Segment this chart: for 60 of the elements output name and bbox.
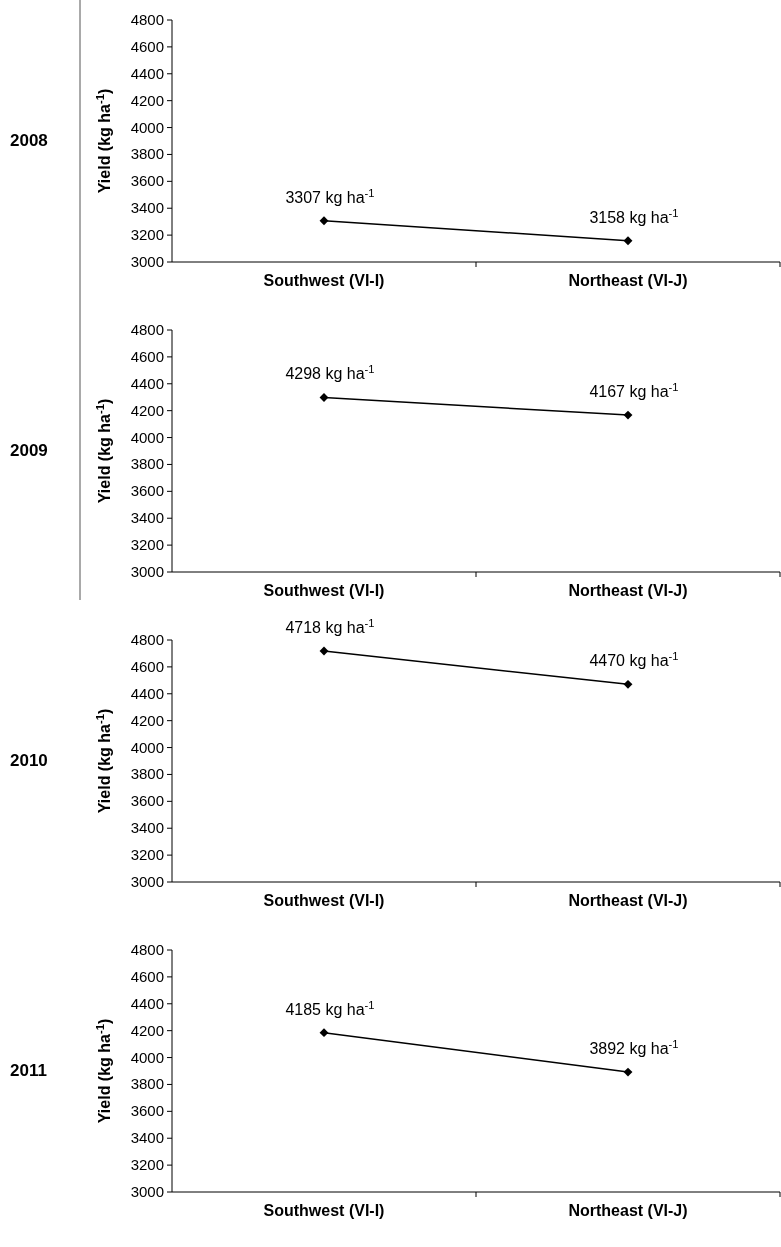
y-tick-label: 3400 — [130, 199, 164, 217]
y-tick-label: 4200 — [130, 711, 164, 729]
y-tick-label: 4600 — [130, 657, 164, 675]
y-tick-label: 4800 — [130, 321, 164, 338]
data-label: 4718 kg ha$^{-1}$ — [285, 617, 375, 637]
y-tick-label: 4200 — [130, 91, 164, 109]
y-tick-label: 4000 — [130, 118, 164, 136]
y-tick-label: 4600 — [130, 37, 164, 55]
y-tick-label: 3600 — [130, 172, 164, 190]
text: 2008 — [10, 131, 48, 150]
text: 2009 — [10, 441, 48, 460]
y-tick-label: 3600 — [130, 482, 164, 500]
y-tick-label: 4400 — [130, 64, 164, 82]
data-label: 4185 kg ha$^{-1}$ — [285, 998, 375, 1018]
x-tick-label: Southwest (VI-I) — [263, 582, 385, 599]
data-label: 3307 kg ha$^{-1}$ — [285, 186, 375, 206]
text: 2011 — [10, 1061, 47, 1080]
data-label: 4470 kg ha$^{-1}$ — [589, 650, 679, 670]
y-tick-label: 4800 — [130, 941, 164, 958]
y-tick-label: 4800 — [130, 631, 164, 648]
y-tick-label: 3800 — [130, 765, 164, 783]
y-tick-label: 4200 — [130, 1021, 164, 1039]
data-label: 4298 kg ha$^{-1}$ — [285, 363, 375, 383]
y-tick-label: 3800 — [130, 455, 164, 473]
y-tick-label: 3400 — [130, 509, 164, 527]
y-tick-label: 3000 — [130, 873, 164, 890]
y-tick-label: 4600 — [130, 347, 164, 365]
x-tick-label: Northeast (VI-J) — [568, 272, 688, 289]
y-tick-label: 4000 — [130, 1048, 164, 1066]
x-tick-label: Southwest (VI-I) — [263, 892, 385, 909]
y-tick-label: 4800 — [130, 11, 164, 28]
x-tick-label: Southwest (VI-I) — [263, 1202, 385, 1219]
x-tick-label: Northeast (VI-J) — [568, 582, 688, 599]
data-label: 3158 kg ha$^{-1}$ — [589, 206, 679, 226]
y-tick-label: 3400 — [130, 819, 164, 837]
y-tick-label: 3200 — [130, 226, 164, 244]
y-tick-label: 4400 — [130, 374, 164, 392]
x-tick-label: Southwest (VI-I) — [263, 272, 385, 289]
data-label: 4167 kg ha$^{-1}$ — [589, 381, 679, 401]
y-tick-label: 4600 — [130, 967, 164, 985]
x-tick-label: Northeast (VI-J) — [568, 1202, 688, 1219]
y-tick-label: 3000 — [130, 563, 164, 580]
y-tick-label: 3400 — [130, 1129, 164, 1147]
y-tick-label: 3000 — [130, 253, 164, 270]
text: 2010 — [10, 751, 48, 770]
y-tick-label: 4400 — [130, 684, 164, 702]
data-label: 3892 kg ha$^{-1}$ — [589, 1038, 679, 1058]
y-tick-label: 3800 — [130, 1075, 164, 1093]
y-tick-label: 3200 — [130, 536, 164, 554]
y-tick-label: 3200 — [130, 1156, 164, 1174]
y-tick-label: 3600 — [130, 792, 164, 810]
y-tick-label: 4000 — [130, 428, 164, 446]
y-tick-label: 4400 — [130, 994, 164, 1012]
y-tick-label: 3800 — [130, 145, 164, 163]
y-tick-label: 3600 — [130, 1102, 164, 1120]
y-tick-label: 4200 — [130, 401, 164, 419]
y-tick-label: 3000 — [130, 1183, 164, 1200]
y-tick-label: 4000 — [130, 738, 164, 756]
y-tick-label: 3200 — [130, 846, 164, 864]
x-tick-label: Northeast (VI-J) — [568, 892, 688, 909]
